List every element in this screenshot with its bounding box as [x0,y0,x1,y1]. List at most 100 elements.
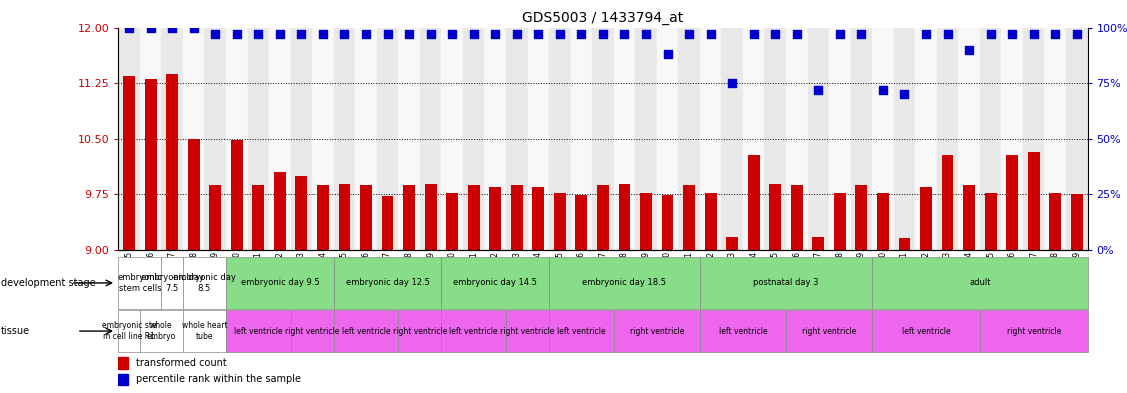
Bar [894,28,915,250]
Point [724,80,742,86]
Bar [382,196,393,250]
Bar [813,237,824,250]
Bar [855,185,868,250]
Bar [700,310,786,352]
Bar [964,185,975,250]
Bar [1023,28,1045,250]
Bar [425,184,436,250]
Bar [248,28,269,250]
Bar [361,185,372,250]
Bar [269,28,291,250]
Bar [700,28,721,250]
Text: right ventricle: right ventricle [500,327,554,336]
Point [680,31,698,37]
Point [486,31,504,37]
Point [336,31,354,37]
Bar [1028,152,1039,250]
Point [745,31,763,37]
Text: whole
embryo: whole embryo [147,321,176,341]
Point [637,31,655,37]
Bar [118,28,140,250]
Point [400,31,418,37]
Point [357,31,375,37]
Text: left ventricle: left ventricle [234,327,283,336]
Bar [770,184,781,250]
Point [228,31,246,37]
Bar [274,172,286,250]
Bar [442,28,463,250]
Bar [700,257,872,309]
Point [873,86,891,93]
Bar [442,310,506,352]
Bar [979,28,1002,250]
Bar [463,28,485,250]
Text: whole heart
tube: whole heart tube [181,321,228,341]
Bar [721,28,743,250]
Bar [210,185,221,250]
Bar [549,257,700,309]
Bar [376,28,398,250]
Point [939,31,957,37]
Bar [403,185,415,250]
Bar [1071,194,1083,250]
Bar [317,185,329,250]
Bar [920,187,932,250]
Bar [118,373,128,385]
Point [163,24,181,31]
Bar [662,195,674,250]
Bar [506,310,549,352]
Point [142,24,160,31]
Text: development stage: development stage [1,278,96,288]
Bar [338,184,350,250]
Point [702,31,720,37]
Bar [937,28,958,250]
Bar [227,310,291,352]
Point [464,31,482,37]
Bar [227,28,248,250]
Bar [614,28,636,250]
Bar [786,310,872,352]
Bar [489,187,502,250]
Point [508,31,526,37]
Bar [958,28,979,250]
Bar [468,185,480,250]
Bar [252,185,264,250]
Point [896,91,914,97]
Bar [619,184,630,250]
Bar [1049,193,1062,250]
Title: GDS5003 / 1433794_at: GDS5003 / 1433794_at [522,11,684,25]
Bar [877,193,889,250]
Text: tissue: tissue [1,326,30,336]
Bar [291,28,312,250]
Point [206,31,224,37]
Bar [227,257,334,309]
Point [185,24,203,31]
Point [1024,31,1042,37]
Point [615,31,633,37]
Bar [442,257,549,309]
Bar [592,28,614,250]
Bar [636,28,657,250]
Bar [527,28,549,250]
Bar [549,310,614,352]
Bar [597,185,609,250]
Text: right ventricle: right ventricle [285,327,339,336]
Bar [549,28,570,250]
Bar [851,28,872,250]
Bar [1045,28,1066,250]
Bar [118,310,140,352]
Text: adult: adult [969,279,991,287]
Bar [657,28,678,250]
Text: embryonic day
7.5: embryonic day 7.5 [141,273,204,293]
Bar [398,310,442,352]
Bar [334,257,442,309]
Bar [942,155,953,250]
Bar [167,74,178,250]
Text: embryonic ste
m cell line R1: embryonic ste m cell line R1 [101,321,157,341]
Bar [1006,155,1018,250]
Point [530,31,548,37]
Bar [743,28,764,250]
Point [982,31,1000,37]
Bar [791,185,802,250]
Text: left ventricle: left ventricle [902,327,950,336]
